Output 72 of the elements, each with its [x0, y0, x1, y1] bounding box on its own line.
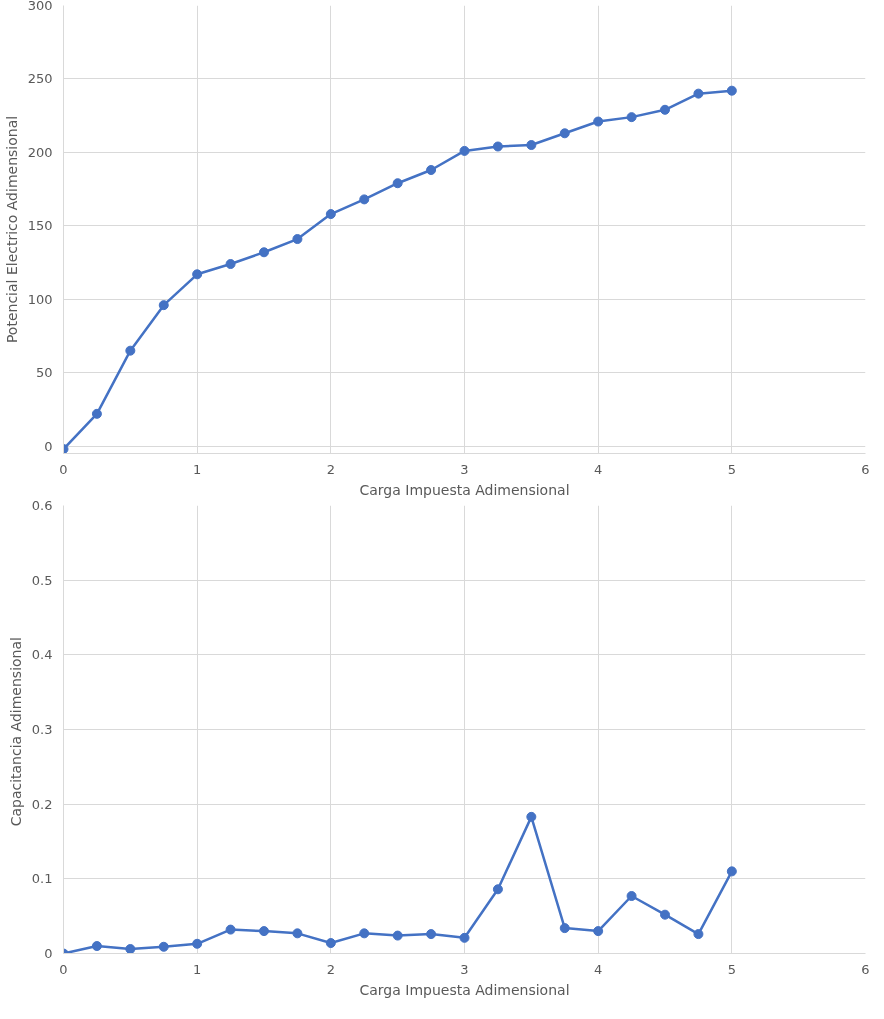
- x-tick-label: 6: [861, 461, 870, 477]
- x-tick-label: 3: [460, 961, 469, 977]
- point: [492, 884, 503, 895]
- point: [192, 269, 203, 280]
- y-tick-label: 150: [27, 218, 53, 234]
- point: [359, 928, 370, 939]
- point: [726, 85, 737, 96]
- point: [459, 932, 470, 943]
- point: [91, 408, 102, 419]
- x-axis-title: Carga Impuesta Adimensional: [359, 481, 570, 498]
- y-tick-label: 0: [44, 438, 53, 454]
- point: [158, 941, 169, 952]
- point: [626, 891, 637, 901]
- point: [225, 259, 236, 270]
- x-tick-label: 1: [193, 461, 202, 477]
- x-tick-label: 3: [460, 461, 469, 477]
- point: [158, 300, 169, 311]
- y-axis-title: Potencial Electrico Adimensional: [3, 115, 20, 344]
- point: [660, 104, 670, 115]
- y-tick-label: 0.3: [31, 722, 53, 737]
- x-axis-title: Carga Impuesta Adimensional: [359, 981, 570, 998]
- point: [325, 209, 336, 220]
- y-tick-label: 0.6: [31, 498, 53, 513]
- y-tick-label: 0.2: [31, 796, 53, 812]
- point: [559, 923, 570, 934]
- point: [359, 194, 370, 205]
- x-tick-label: 4: [594, 461, 603, 477]
- x-tick-label: 2: [326, 961, 335, 977]
- x-tick-label: 6: [861, 961, 870, 977]
- y-tick-label: 200: [27, 144, 53, 160]
- point: [526, 140, 537, 151]
- point: [325, 938, 336, 949]
- point: [192, 938, 203, 949]
- point: [292, 928, 303, 939]
- point: [225, 924, 236, 935]
- point: [626, 112, 637, 123]
- point: [125, 944, 136, 954]
- y-axis-title: Capacitancia Adimensional: [7, 637, 24, 827]
- point: [259, 247, 269, 258]
- x-tick-label: 0: [59, 961, 68, 977]
- point: [693, 88, 704, 99]
- x-tick-label: 4: [594, 961, 603, 977]
- y-tick-label: 250: [27, 71, 53, 87]
- x-tick-label: 5: [727, 461, 736, 477]
- y-tick-label: 0.1: [31, 871, 53, 887]
- point: [526, 811, 537, 822]
- point: [91, 941, 102, 952]
- x-tick-label: 5: [727, 961, 736, 977]
- x-tick-label: 1: [193, 961, 202, 977]
- point: [559, 128, 570, 139]
- point: [426, 165, 437, 175]
- point: [660, 909, 670, 920]
- point: [259, 926, 269, 937]
- point: [593, 926, 604, 937]
- point: [492, 141, 503, 152]
- y-tick-label: 300: [27, 0, 53, 13]
- point: [392, 178, 403, 189]
- point: [459, 145, 470, 156]
- point: [292, 234, 303, 245]
- point: [392, 930, 403, 941]
- point: [693, 929, 704, 940]
- y-tick-label: 0.5: [31, 572, 53, 588]
- x-tick-label: 2: [326, 461, 335, 477]
- y-tick-label: 0.4: [31, 647, 53, 663]
- y-tick-label: 100: [27, 291, 53, 307]
- y-tick-label: 50: [35, 365, 53, 381]
- point: [426, 929, 437, 940]
- point: [125, 345, 136, 356]
- x-tick-label: 0: [59, 461, 68, 477]
- y-tick-label: 0: [44, 946, 53, 961]
- point: [593, 116, 604, 127]
- point: [726, 866, 737, 877]
